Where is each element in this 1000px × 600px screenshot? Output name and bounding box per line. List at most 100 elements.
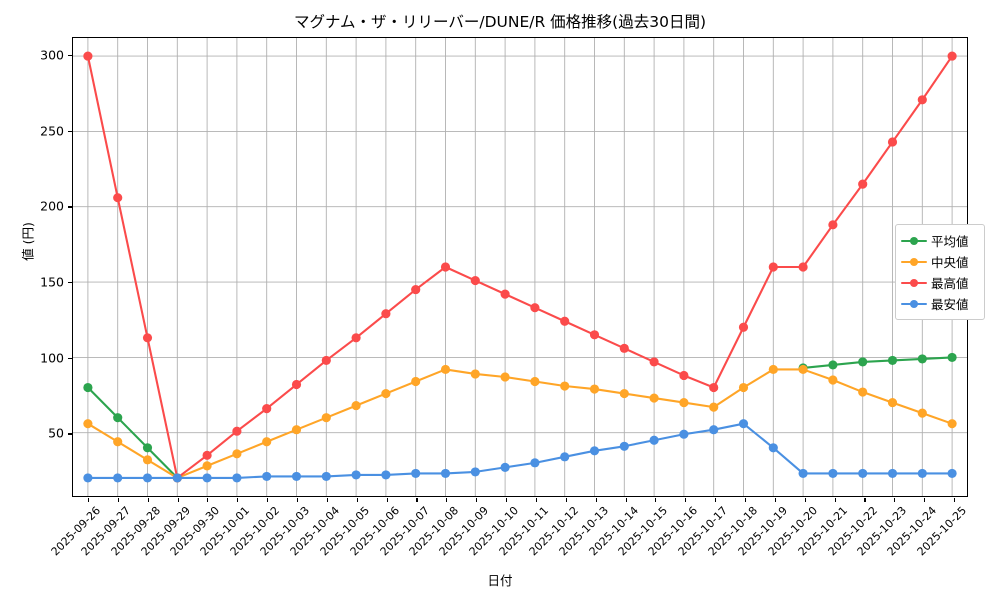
x-tick-mark (267, 498, 269, 502)
data-point (679, 429, 689, 439)
data-point (887, 355, 898, 365)
data-point (917, 468, 927, 478)
data-point (530, 458, 540, 468)
data-point (113, 473, 123, 483)
data-point (232, 449, 242, 459)
legend-item-1[interactable]: 平均値 (901, 230, 978, 251)
data-point (142, 455, 153, 465)
data-point (291, 425, 302, 435)
data-point (470, 275, 480, 286)
data-point (738, 322, 749, 332)
data-point (440, 468, 451, 478)
x-tick-mark (864, 498, 866, 502)
data-point (351, 333, 361, 343)
data-point (262, 471, 272, 481)
data-point (262, 437, 272, 447)
data-point (679, 398, 689, 408)
x-tick-mark (625, 498, 627, 502)
data-point (142, 333, 153, 343)
data-point (798, 262, 808, 272)
data-point (291, 471, 302, 481)
data-point (113, 193, 123, 203)
data-point (440, 262, 451, 272)
legend-item-3[interactable]: 最高値 (901, 272, 978, 293)
data-point (858, 387, 868, 397)
data-point (947, 419, 957, 429)
x-tick-mark (715, 498, 717, 502)
y-tick-label: 50 (48, 425, 64, 441)
data-point (202, 473, 212, 483)
data-point (828, 360, 838, 370)
data-point (589, 446, 600, 456)
legend-label: 最安値 (931, 297, 969, 312)
y-tick-mark (68, 282, 72, 284)
chart-title: マグナム・ザ・リリーバー/DUNE/R 価格推移(過去30日間) (293, 13, 706, 31)
x-tick-mark (565, 498, 567, 502)
data-point (619, 441, 629, 451)
data-point (560, 452, 570, 462)
chart-legend: 平均値中央値最高値最安値 (895, 224, 985, 320)
data-point (232, 426, 242, 436)
x-tick-mark (595, 498, 597, 502)
x-tick-mark (804, 498, 806, 502)
data-point (381, 470, 391, 480)
x-tick-mark (954, 498, 956, 502)
data-point (828, 375, 838, 385)
legend-swatch-icon (901, 255, 927, 269)
data-point (440, 364, 451, 375)
y-tick-mark (68, 55, 72, 57)
series-4 (83, 419, 957, 483)
data-point (142, 473, 153, 483)
data-point (887, 398, 898, 408)
data-point (649, 393, 659, 403)
data-point (381, 388, 391, 399)
data-point (917, 95, 927, 105)
data-point (530, 303, 540, 313)
data-point (411, 376, 421, 387)
x-tick-mark (207, 498, 209, 502)
x-tick-mark (177, 498, 179, 502)
x-tick-mark (386, 498, 388, 502)
legend-item-2[interactable]: 中央値 (901, 251, 978, 272)
y-tick-label: 250 (40, 123, 64, 139)
legend-label: 平均値 (931, 234, 969, 249)
data-point (887, 137, 898, 147)
y-tick-label: 100 (40, 350, 64, 366)
data-point (470, 369, 480, 379)
data-point (738, 419, 749, 429)
y-tick-mark (68, 206, 72, 208)
data-point (858, 468, 868, 478)
data-point (321, 413, 331, 423)
data-point (83, 51, 93, 61)
data-point (828, 468, 838, 478)
data-point (560, 316, 570, 326)
data-point (262, 404, 272, 414)
legend-label: 中央値 (931, 255, 969, 270)
x-tick-mark (685, 498, 687, 502)
series-line (86, 55, 954, 479)
data-point (321, 355, 331, 365)
series-line (86, 368, 954, 479)
series-line (86, 386, 179, 479)
y-tick-mark (68, 130, 72, 132)
data-point (679, 370, 689, 381)
x-tick-mark (326, 498, 328, 502)
data-point (560, 381, 570, 391)
data-point (172, 473, 182, 483)
x-tick-mark (416, 498, 418, 502)
series-line (86, 422, 954, 479)
data-point (411, 285, 421, 295)
x-tick-mark (655, 498, 657, 502)
series-3 (83, 51, 957, 483)
data-point (500, 462, 510, 472)
data-point (649, 357, 659, 367)
data-point (709, 402, 719, 412)
x-tick-mark (745, 498, 747, 502)
data-point (202, 461, 212, 471)
legend-item-4[interactable]: 最安値 (901, 293, 978, 314)
x-tick-mark (834, 498, 836, 502)
x-tick-mark (506, 498, 508, 502)
x-tick-mark (924, 498, 926, 502)
x-tick-mark (237, 498, 239, 502)
